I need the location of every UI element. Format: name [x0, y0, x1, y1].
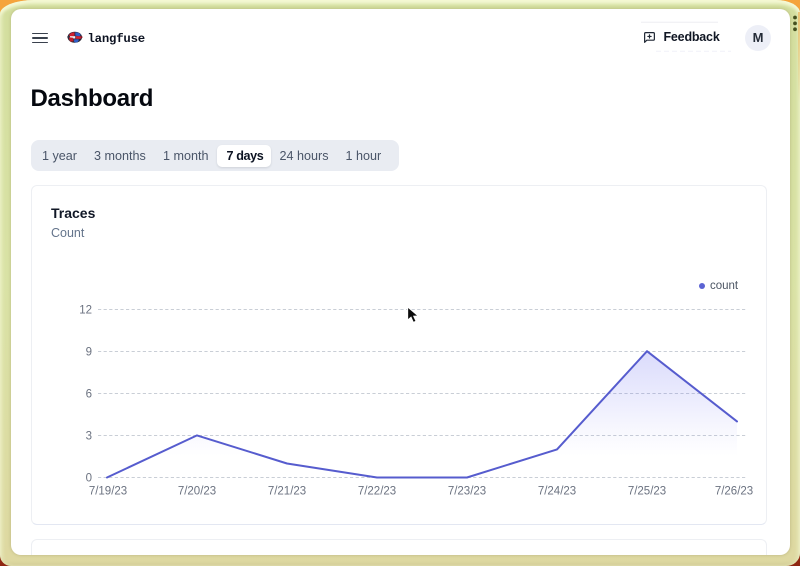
svg-text:3: 3	[86, 431, 92, 443]
svg-text:7/21/23: 7/21/23	[268, 486, 306, 498]
svg-text:7/22/23: 7/22/23	[358, 486, 396, 498]
svg-text:12: 12	[79, 305, 92, 317]
svg-text:9: 9	[86, 347, 92, 359]
svg-text:7/19/23: 7/19/23	[89, 486, 127, 498]
svg-text:7/25/23: 7/25/23	[628, 486, 666, 498]
svg-text:0: 0	[86, 473, 92, 485]
svg-text:7/24/23: 7/24/23	[538, 486, 576, 498]
svg-text:6: 6	[86, 389, 92, 401]
svg-text:7/20/23: 7/20/23	[178, 486, 216, 498]
svg-text:7/23/23: 7/23/23	[448, 486, 486, 498]
svg-text:7/26/23: 7/26/23	[715, 486, 753, 498]
